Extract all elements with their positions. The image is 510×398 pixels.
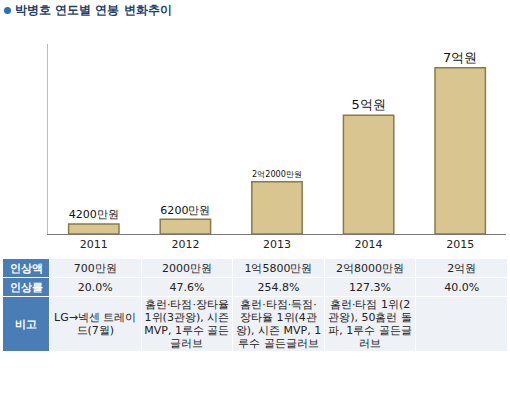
html-text:2억8000만원: 2억8000만원 [336,261,405,275]
html-text:2억원: 2억원 [447,261,477,275]
html-text:254.8%: 254.8% [257,280,300,294]
svg-text:7억원: 7억원 [443,50,477,65]
html-text:인상률: 인상률 [9,280,43,294]
html-text:인상액: 인상액 [9,261,43,275]
svg-text:6200만원: 6200만원 [160,204,210,217]
html-text:홈런·타점·장타율 1위(3관왕), 시즌 MVP, 1루수: 홈런·타점·장타율 1위(3관왕), 시즌 MVP, 1루수 골든글러브 [144,298,230,350]
svg-text:2013: 2013 [263,238,291,251]
html-text:700만원: 700만원 [73,261,117,275]
html-text:홈런·타점·득점·장타율 1위(4관왕), 시즌 MVP,: 홈런·타점·득점·장타율 1위(4관왕), 시즌 MVP, 1루수 골든글러브 [235,298,322,350]
html-text:127.3%: 127.3% [349,280,391,294]
html-text:1억5800만원: 1억5800만원 [244,261,313,275]
html-text:홈런·타점 1위(2관왕), 50홈런 돌파, 1루수 골든: 홈런·타점 1위(2관왕), 50홈런 돌파, 1루수 골든글러브 [328,298,412,350]
svg-text:2011: 2011 [80,238,108,251]
svg-text:5억원: 5억원 [351,97,385,112]
html-text:20.0%: 20.0% [77,280,113,294]
html-text:LG→넥센 트레이드(7월): LG→넥센 트레이드(7월) [54,311,137,337]
svg-text:2012: 2012 [171,238,199,251]
svg-text:4200만원: 4200만원 [69,208,119,221]
svg-text:2014: 2014 [355,238,383,251]
html-text:2000만원: 2000만원 [161,261,212,275]
svg-text:2015: 2015 [446,238,474,251]
html-text:40.0%: 40.0% [444,280,480,294]
html-text:비고: 비고 [15,317,37,331]
html-text:박병호 연도별 연봉 변화추이: 박병호 연도별 연봉 변화추이 [15,3,172,17]
html-text:47.6%: 47.6% [169,280,205,294]
svg-text:2억2000만원: 2억2000만원 [252,169,302,179]
